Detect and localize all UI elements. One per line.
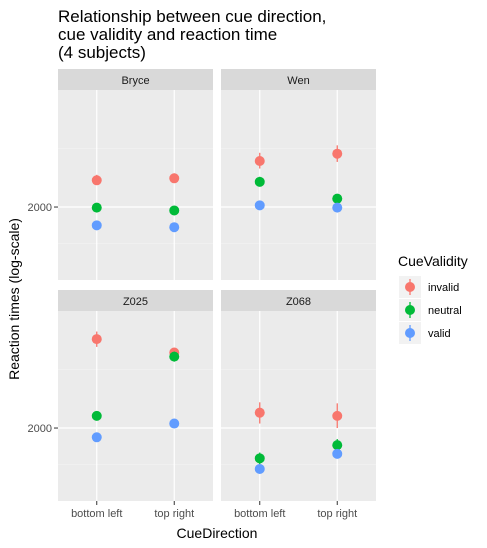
facet-strip [58,290,213,311]
x-tick-label: top right [154,508,194,520]
point-invalid [254,407,265,418]
point-valid [91,432,102,443]
y-axis-title: Reaction times (log-scale) [6,218,22,380]
facet-strip [221,69,376,90]
facet-strip-label: Bryce [121,75,149,87]
point-invalid [332,410,343,421]
legend-key-point [405,328,415,338]
legend: CueValidity invalid neutral valid [398,253,468,344]
x-tick-label: bottom left [234,508,285,520]
x-axis-title: CueDirection [177,525,258,541]
chart-title-line-2: cue validity and reaction time [58,25,277,44]
facet-panel-bryce: Bryce 2000 [28,69,213,280]
chart-title-line-1: Relationship between cue direction, [58,7,326,26]
facet-strip [58,69,213,90]
facet-panel-z068: Z068 bottom left top right [221,290,376,520]
point-valid [91,220,102,231]
legend-entry-valid: valid [399,322,451,344]
point-invalid [332,148,343,159]
point-valid [254,463,265,474]
point-valid [169,418,180,429]
panel-background [58,90,213,280]
legend-entry-neutral: neutral [399,299,462,321]
panel-background [58,311,213,501]
chart-title-line-3: (4 subjects) [58,43,146,62]
legend-label: invalid [428,282,459,294]
x-tick-label: top right [317,508,357,520]
point-neutral [254,453,265,464]
y-tick-label: 2000 [28,202,52,214]
facet-strip-label: Wen [287,75,309,87]
facet-strip-label: Z025 [123,296,148,308]
point-valid [332,448,343,459]
point-valid [169,222,180,233]
point-invalid [91,175,102,186]
legend-key-point [405,305,415,315]
facet-panels: Bryce 2000 Wen Z025 2000 bottom left top right… [28,69,376,520]
facet-panel-wen: Wen [221,69,376,280]
point-neutral [91,410,102,421]
point-neutral [332,193,343,204]
legend-entry-invalid: invalid [399,276,459,298]
facet-strip-label: Z068 [286,296,311,308]
point-neutral [91,202,102,213]
panel-background [221,311,376,501]
y-tick-label: 2000 [28,423,52,435]
facet-panel-z025: Z025 2000 bottom left top right [28,290,213,520]
legend-key-point [405,282,415,292]
legend-title: CueValidity [398,253,468,269]
point-neutral [332,440,343,451]
facet-strip [221,290,376,311]
point-neutral [254,176,265,187]
point-valid [332,202,343,213]
point-invalid [91,334,102,345]
legend-label: valid [428,328,451,340]
point-invalid [254,155,265,166]
point-invalid [169,173,180,184]
legend-label: neutral [428,305,462,317]
point-neutral [169,205,180,216]
x-tick-label: bottom left [71,508,122,520]
point-neutral [169,351,180,362]
panel-background [221,90,376,280]
point-valid [254,200,265,211]
